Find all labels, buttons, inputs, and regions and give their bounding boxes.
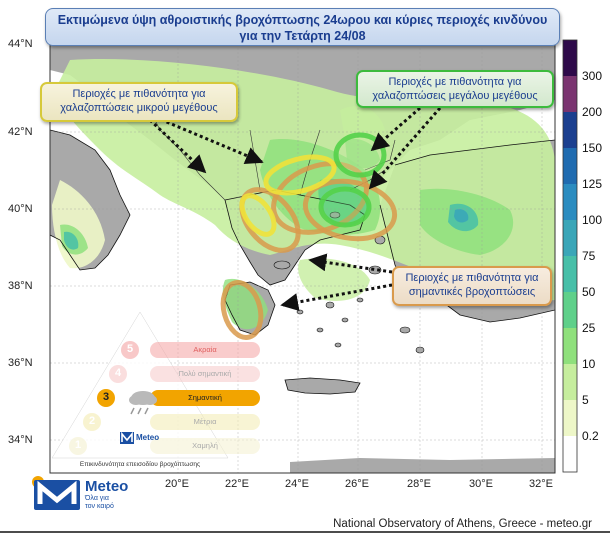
- risk-level-bar: [150, 390, 260, 406]
- risk-areas: [220, 132, 398, 340]
- risk-pyramid: [51, 311, 260, 459]
- callout-heavy-rain: Περιοχές με πιθανότητα για σημαντικές βρ…: [392, 266, 552, 306]
- risk-level-number: 1: [74, 439, 82, 451]
- lon-label: 30°E: [469, 478, 493, 490]
- pyramid-brand: Meteo: [136, 433, 160, 442]
- logo-tagline-line2: τον καιρό: [85, 503, 114, 510]
- lon-label: 24°E: [285, 478, 309, 490]
- colorbar-swatch: [563, 220, 577, 257]
- meteo-logo: [32, 476, 80, 510]
- risk-level-badge: [69, 437, 87, 455]
- heavy-rain-zone-4: [220, 280, 264, 340]
- lon-label: 32°E: [529, 478, 553, 490]
- risk-level-number: 3: [102, 391, 110, 403]
- colorbar-label: 10: [582, 357, 596, 371]
- callout-large-hail: Περιοχές με πιθανότητα για χαλαζοπτώσεις…: [356, 70, 554, 108]
- pointer-arrows: [148, 106, 442, 311]
- lat-label: 42°N: [8, 126, 33, 138]
- logo-name: Meteo: [85, 478, 129, 495]
- callout-small-hail-line1: Περιοχές με πιθανότητα για: [72, 88, 206, 100]
- heavy-rain-zone-2: [239, 187, 301, 253]
- heavy-rain-zone-3: [302, 178, 398, 242]
- heavy-rain-zone-1: [271, 161, 369, 235]
- callout-large-hail-line2: χαλαζοπτώσεις μεγάλου μεγέθους: [372, 90, 538, 102]
- colorbar: [562, 39, 578, 473]
- risk-level-badge: [97, 389, 115, 407]
- risk-level-number: 4: [114, 367, 122, 379]
- colorbar-label: 25: [582, 321, 596, 335]
- colorbar-swatch: [563, 184, 577, 221]
- risk-level-bar: [150, 414, 260, 430]
- crete-land: [285, 378, 360, 394]
- colorbar-swatch: [563, 40, 577, 77]
- colorbar-label: 300: [582, 69, 603, 83]
- small-hail-zone-1: [263, 154, 337, 196]
- colorbar-swatch: [563, 148, 577, 185]
- aegean-islands: [273, 211, 425, 354]
- lon-label: 22°E: [225, 478, 249, 490]
- lat-label: 38°N: [8, 280, 33, 292]
- footer-credit: National Observatory of Athens, Greece -…: [333, 518, 592, 530]
- risk-level-badge: [121, 341, 139, 359]
- lat-label: 40°N: [8, 203, 33, 215]
- risk-level-label: Σημαντική: [188, 393, 222, 402]
- lat-label: 36°N: [8, 357, 33, 369]
- libya-egypt-land: [290, 458, 555, 473]
- pyramid-caption: Επικινδυνότητα επεισοδίου βροχόπτωσης: [79, 461, 201, 468]
- colorbar-label: 5: [582, 393, 589, 407]
- lat-label: 34°N: [8, 434, 33, 446]
- colorbar-label: 50: [582, 285, 596, 299]
- colorbar-label: 125: [582, 177, 603, 191]
- logo-tagline-line1: Όλα για: [85, 495, 109, 502]
- colorbar-swatch: [563, 256, 577, 293]
- map-title-line1: Εκτιμώμενα ύψη αθροιστικής βροχόπτωσης 2…: [57, 13, 548, 27]
- colorbar-swatch: [563, 76, 577, 113]
- colorbar-label: 100: [582, 213, 603, 227]
- risk-level-number: 5: [126, 343, 134, 355]
- risk-level-bar: [150, 438, 260, 454]
- coastlines: [50, 129, 555, 395]
- risk-level-badge: [83, 413, 101, 431]
- callout-heavy-rain-line1: Περιοχές με πιθανότητα για: [405, 272, 539, 284]
- risk-level-label: Πολύ σημαντική: [178, 369, 232, 378]
- large-hail-zone-2: [318, 186, 372, 228]
- risk-level-label: Μέτρια: [193, 417, 217, 426]
- risk-level-number: 2: [88, 415, 96, 427]
- risk-level-label: Χαμηλή: [192, 441, 218, 450]
- lat-label: 44°N: [8, 38, 33, 50]
- risk-level-label: Ακραία: [193, 345, 217, 354]
- callout-small-hail-line2: χαλαζοπτώσεις μικρού μεγέθους: [60, 102, 218, 114]
- rain-cloud-icon: [129, 391, 157, 415]
- colorbar-label: 0.2: [582, 429, 599, 443]
- lon-label: 26°E: [345, 478, 369, 490]
- colorbar-swatch: [563, 364, 577, 401]
- lon-label: 20°E: [165, 478, 189, 490]
- callout-large-hail-line1: Περιοχές με πιθανότητα για: [388, 76, 522, 88]
- callout-small-hail: Περιοχές με πιθανότητα για χαλαζοπτώσεις…: [40, 82, 238, 122]
- colorbar-swatch: [563, 292, 577, 329]
- colorbar-swatch: [563, 112, 577, 149]
- colorbar-swatch: [563, 400, 577, 437]
- risk-level-bar: [150, 366, 260, 382]
- risk-level-badge: [109, 365, 127, 383]
- callout-heavy-rain-line2: σημαντικές βροχοπτώσεις: [408, 286, 536, 298]
- colorbar-label: 200: [582, 105, 603, 119]
- map-title-line2: για την Τετάρτη 24/08: [239, 29, 366, 43]
- lon-label: 28°E: [407, 478, 431, 490]
- colorbar-label: 75: [582, 249, 596, 263]
- colorbar-label: 150: [582, 141, 603, 155]
- map-title: Εκτιμώμενα ύψη αθροιστικής βροχόπτωσης 2…: [45, 8, 560, 46]
- colorbar-swatch: [563, 436, 577, 473]
- large-hail-zone-1: [333, 132, 387, 178]
- risk-level-bar: [150, 342, 260, 358]
- colorbar-swatch: [563, 328, 577, 365]
- logo-tagline: Όλα για τον καιρό: [85, 495, 114, 511]
- small-hail-zone-2: [239, 193, 277, 237]
